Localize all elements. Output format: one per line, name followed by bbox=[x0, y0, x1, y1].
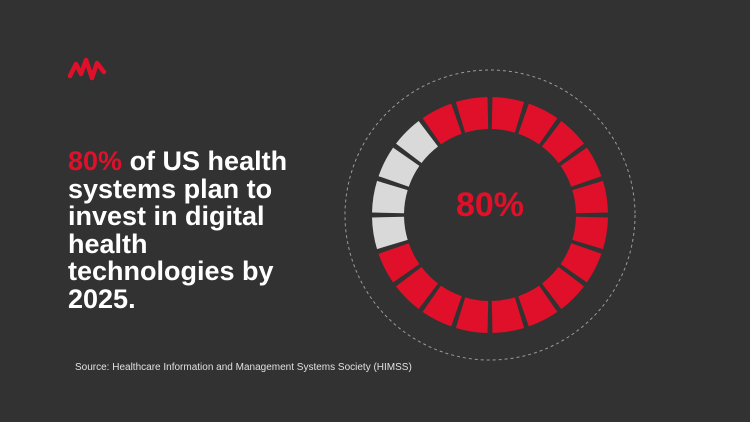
filled-segment bbox=[491, 297, 525, 333]
filled-segment bbox=[422, 285, 462, 327]
filled-segment bbox=[572, 180, 608, 214]
filled-segment bbox=[541, 266, 584, 309]
center-label: 80% bbox=[456, 186, 524, 224]
headline-highlight: 80% bbox=[68, 146, 123, 176]
source: Source: Healthcare Information and Manag… bbox=[75, 362, 412, 373]
filled-segment bbox=[560, 147, 602, 187]
outer-ring bbox=[344, 69, 636, 361]
empty-segment bbox=[396, 121, 439, 164]
filled-segment bbox=[455, 97, 489, 133]
empty-segment bbox=[372, 216, 408, 250]
filled-segment bbox=[541, 121, 584, 164]
filled-segment bbox=[455, 297, 489, 333]
logo bbox=[67, 57, 107, 81]
filled-segment bbox=[572, 216, 608, 250]
filled-segment bbox=[518, 103, 558, 145]
headline: 80% of US health systems plan to invest … bbox=[68, 146, 313, 314]
filled-segment bbox=[491, 97, 525, 133]
filled-segment bbox=[518, 285, 558, 327]
filled-segment bbox=[396, 266, 439, 309]
empty-segment bbox=[372, 180, 408, 214]
filled-segment bbox=[422, 103, 462, 145]
filled-segment bbox=[560, 243, 602, 283]
headline-text: of US health systems plan to invest in d… bbox=[68, 146, 288, 314]
filled-segment bbox=[378, 243, 420, 283]
empty-segment bbox=[378, 147, 420, 187]
